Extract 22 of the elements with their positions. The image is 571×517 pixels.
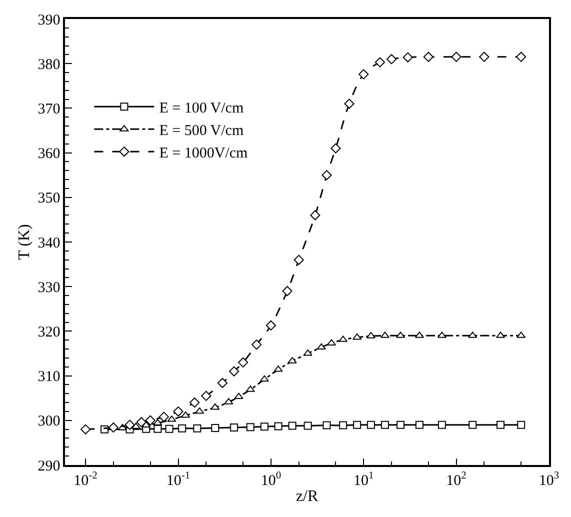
legend-label: E = 500 V/cm [159, 122, 244, 139]
x-tick-label: 10$^{-2}$ [74, 470, 98, 489]
y-tick-label: 390 [38, 12, 60, 28]
y-tick-label: 350 [38, 190, 60, 207]
legend-label: E = 100 V/cm [159, 100, 244, 116]
y-tick-label: 290 [38, 458, 60, 474]
y-tick-label: 310 [38, 369, 60, 386]
y-tick-label: 360 [38, 146, 60, 162]
y-tick-label: 300 [38, 414, 60, 430]
y-tick-label: 340 [38, 235, 60, 252]
x-tick-label: 10$^{1}$ [354, 470, 374, 489]
y-tick-label: 380 [38, 56, 60, 73]
x-tick-label: 10$^{2}$ [446, 470, 466, 489]
y-axis-title: T (K) [16, 224, 34, 260]
y-tick-label: 320 [38, 324, 60, 340]
x-axis-title: z/R [296, 488, 318, 505]
x-tick-label: 10$^{-1}$ [166, 470, 190, 489]
legend-label: E = 1000V/cm [159, 145, 248, 162]
x-tick-label: 10$^{0}$ [260, 470, 282, 489]
x-tick-label: 10$^{3}$ [538, 470, 560, 489]
y-tick-label: 370 [38, 101, 60, 118]
y-tick-label: 330 [38, 280, 60, 296]
